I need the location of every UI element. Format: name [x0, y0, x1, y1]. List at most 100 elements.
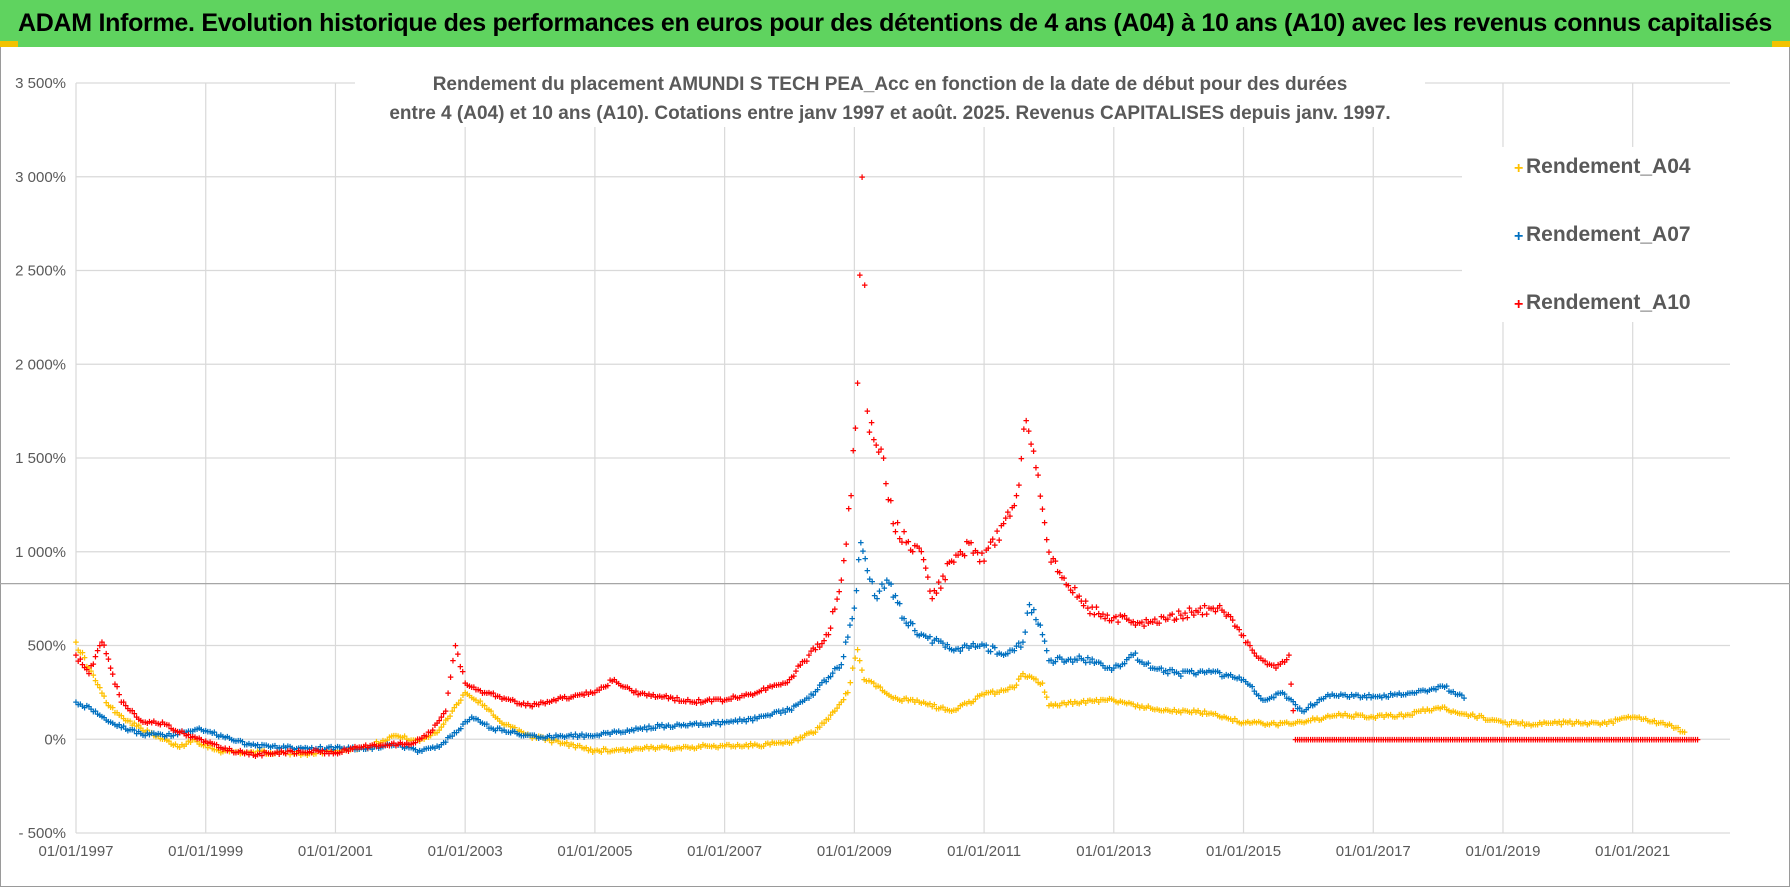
- data-point: +: [892, 692, 898, 704]
- data-point: +: [596, 731, 602, 743]
- data-point: +: [871, 678, 877, 690]
- data-point: +: [801, 656, 807, 668]
- data-point: +: [1169, 706, 1175, 718]
- data-point: +: [239, 748, 245, 760]
- data-point: +: [436, 742, 442, 754]
- data-point: +: [254, 749, 260, 761]
- data-point: +: [955, 550, 961, 562]
- data-point: +: [207, 737, 213, 749]
- data-point: +: [363, 744, 369, 756]
- data-point: +: [211, 727, 217, 739]
- data-point: +: [473, 684, 479, 696]
- data-point: +: [793, 733, 799, 745]
- data-point: +: [425, 727, 431, 739]
- data-point: +: [852, 653, 858, 665]
- data-point: +: [1631, 734, 1637, 746]
- data-point: +: [695, 720, 701, 732]
- data-point: +: [1156, 705, 1162, 717]
- data-point: +: [190, 731, 196, 743]
- data-point: +: [218, 747, 224, 759]
- data-point: +: [1349, 734, 1355, 746]
- data-point: +: [464, 680, 470, 692]
- data-point: +: [1470, 734, 1476, 746]
- data-point: +: [1537, 734, 1543, 746]
- data-point: +: [721, 717, 727, 729]
- data-point: +: [510, 722, 516, 734]
- data-point: +: [780, 705, 786, 717]
- data-point: +: [1301, 707, 1307, 719]
- data-point: +: [808, 689, 814, 701]
- data-point: +: [827, 710, 833, 722]
- data-point: +: [1046, 656, 1052, 668]
- chart-title-line-1: Rendement du placement AMUNDI S TECH PEA…: [433, 74, 1348, 95]
- data-point: +: [1426, 706, 1432, 718]
- data-point: +: [685, 695, 691, 707]
- data-point: +: [1445, 734, 1451, 746]
- data-point: +: [842, 689, 848, 701]
- data-point: +: [172, 727, 178, 739]
- data-point: +: [209, 728, 215, 740]
- data-point: +: [1383, 710, 1389, 722]
- data-point: +: [371, 741, 377, 753]
- data-point: +: [819, 718, 825, 730]
- data-point: +: [797, 732, 803, 744]
- data-point: +: [1271, 660, 1277, 672]
- data-point: +: [1018, 642, 1024, 654]
- data-point: +: [1476, 710, 1482, 722]
- data-point: +: [548, 732, 554, 744]
- data-point: +: [996, 648, 1002, 660]
- data-point: +: [912, 540, 918, 552]
- data-point: +: [419, 733, 425, 745]
- data-point: +: [594, 730, 600, 742]
- data-point: +: [682, 696, 688, 708]
- data-point: +: [440, 708, 446, 720]
- data-point: +: [1314, 697, 1320, 709]
- data-point: +: [1331, 734, 1337, 746]
- data-point: +: [598, 682, 604, 694]
- data-point: +: [1559, 734, 1565, 746]
- data-point: +: [427, 731, 433, 743]
- data-point: +: [1474, 734, 1480, 746]
- data-point: +: [903, 618, 909, 630]
- data-point: +: [1364, 693, 1370, 705]
- data-point: +: [734, 717, 740, 729]
- data-point: +: [1519, 734, 1525, 746]
- data-point: +: [417, 746, 423, 758]
- data-point: +: [873, 440, 879, 452]
- data-point: +: [505, 694, 511, 706]
- data-point: +: [551, 695, 557, 707]
- data-point: +: [1240, 674, 1246, 686]
- data-point: +: [698, 742, 704, 754]
- data-point: +: [674, 719, 680, 731]
- data-point: +: [867, 574, 873, 586]
- data-point: +: [278, 743, 284, 755]
- data-point: +: [159, 734, 165, 746]
- data-point: +: [780, 738, 786, 750]
- data-point: +: [786, 738, 792, 750]
- data-point: +: [922, 563, 928, 575]
- data-point: +: [775, 679, 781, 691]
- data-point: +: [110, 702, 116, 714]
- data-point: +: [685, 721, 691, 733]
- data-point: +: [1394, 734, 1400, 746]
- data-point: +: [901, 527, 907, 539]
- data-point: +: [1519, 717, 1525, 729]
- data-point: +: [1396, 709, 1402, 721]
- data-point: +: [1145, 701, 1151, 713]
- data-point: +: [466, 714, 472, 726]
- data-point: +: [933, 588, 939, 600]
- data-point: +: [1664, 720, 1670, 732]
- data-point: +: [1249, 645, 1255, 657]
- data-point: +: [1290, 705, 1296, 717]
- data-point: +: [419, 733, 425, 745]
- data-point: +: [138, 729, 144, 741]
- data-point: +: [1570, 734, 1576, 746]
- data-point: +: [1035, 470, 1041, 482]
- data-point: +: [1104, 663, 1110, 675]
- data-point: +: [293, 744, 299, 756]
- data-point: +: [1020, 669, 1026, 681]
- data-point: +: [1061, 657, 1067, 669]
- data-point: +: [940, 571, 946, 583]
- data-point: +: [1268, 660, 1274, 672]
- data-point: +: [1423, 734, 1429, 746]
